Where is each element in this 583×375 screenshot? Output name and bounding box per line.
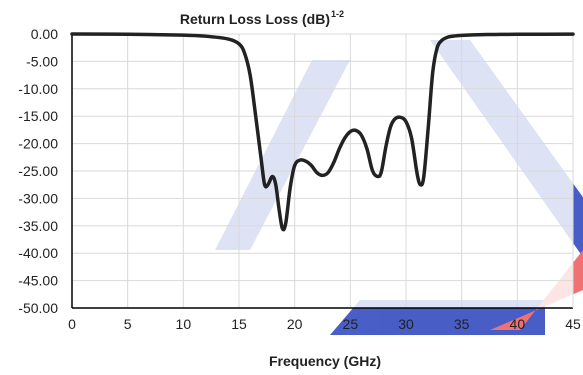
- y-tick-label: -40.00: [18, 245, 58, 261]
- x-tick-label: 45: [565, 316, 581, 332]
- x-tick-label: 25: [343, 316, 359, 332]
- y-tick-labels: 0.00 -5.00 -10.00 -15.00 -20.00 -25.00 -30.00 -…: [18, 26, 58, 316]
- x-tick-label: 0: [68, 316, 76, 332]
- grid: [71, 33, 574, 309]
- x-tick-labels: 0 5 10 15 20 25 30 35 40 45: [68, 316, 581, 332]
- x-tick-label: 30: [398, 316, 414, 332]
- y-tick-label: -45.00: [18, 273, 58, 289]
- x-tick-label: 15: [231, 316, 247, 332]
- x-axis-label: Frequency (GHz): [269, 353, 381, 369]
- x-tick-label: 35: [454, 316, 470, 332]
- y-tick-label: -30.00: [18, 190, 58, 206]
- chart-title-superscript: 1-2: [331, 9, 344, 19]
- y-tick-label: -15.00: [18, 108, 58, 124]
- y-tick-label: 0.00: [31, 26, 58, 42]
- x-tick-label: 5: [124, 316, 132, 332]
- y-tick-label: -10.00: [18, 81, 58, 97]
- x-tick-label: 40: [510, 316, 526, 332]
- y-tick-label: -20.00: [18, 136, 58, 152]
- x-tick-label: 20: [287, 316, 303, 332]
- y-tick-label: -35.00: [18, 218, 58, 234]
- y-tick-label: -5.00: [26, 53, 58, 69]
- y-tick-label: -50.00: [18, 300, 58, 316]
- series-line: [70, 32, 575, 232]
- chart-title: Return Loss Loss (dB): [180, 11, 330, 27]
- x-tick-label: 10: [176, 316, 192, 332]
- y-tick-label: -25.00: [18, 163, 58, 179]
